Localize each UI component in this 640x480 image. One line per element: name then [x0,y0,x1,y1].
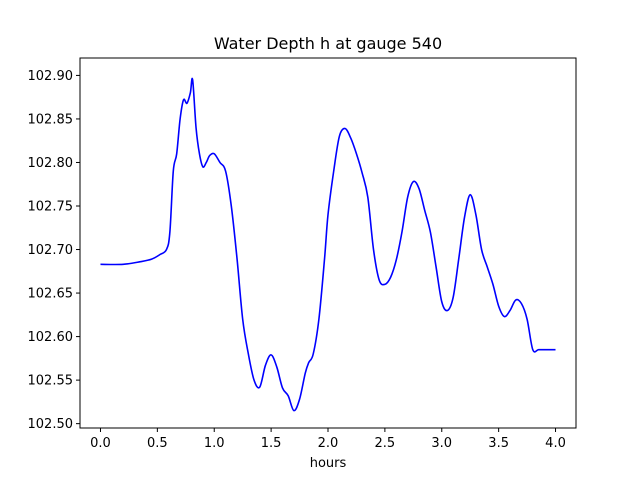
y-tick-label: 102.90 [28,69,74,84]
y-tick-label: 102.55 [28,374,74,389]
y-tick-label: 102.60 [28,330,74,345]
water-depth-line [100,77,556,412]
y-axis: 102.50 102.55 102.60 102.65 102.70 102.75 102.… [28,69,80,432]
x-tick-label: 3.5 [488,436,509,451]
y-tick-label: 102.70 [28,243,74,258]
y-tick-label: 102.50 [28,417,74,432]
y-tick-label: 102.75 [28,200,74,215]
x-tick-label: 2.0 [318,436,339,451]
plot-area [79,57,577,429]
x-axis-label: hours [310,456,347,471]
x-tick-label: 2.5 [375,436,396,451]
x-axis: 0.0 0.5 1.0 1.5 2.0 2.5 3.0 3.5 4.0 [90,428,566,451]
x-tick-label: 4.0 [545,436,566,451]
y-tick-label: 102.85 [28,112,74,127]
y-tick-label: 102.65 [28,287,74,302]
y-tick-label: 102.80 [28,156,74,171]
x-tick-label: 1.5 [261,436,282,451]
x-tick-label: 1.0 [204,436,225,451]
x-tick-label: 3.0 [431,436,452,451]
x-tick-label: 0.0 [90,436,111,451]
x-tick-label: 0.5 [147,436,168,451]
chart-title: Water Depth h at gauge 540 [214,34,442,53]
